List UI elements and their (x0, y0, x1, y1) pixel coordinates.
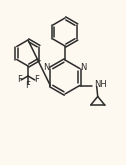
Text: NH: NH (94, 80, 106, 89)
Text: N: N (80, 63, 86, 71)
Text: F: F (35, 76, 39, 84)
Text: F: F (26, 82, 30, 90)
Text: F: F (17, 76, 22, 84)
Text: N: N (44, 63, 50, 71)
